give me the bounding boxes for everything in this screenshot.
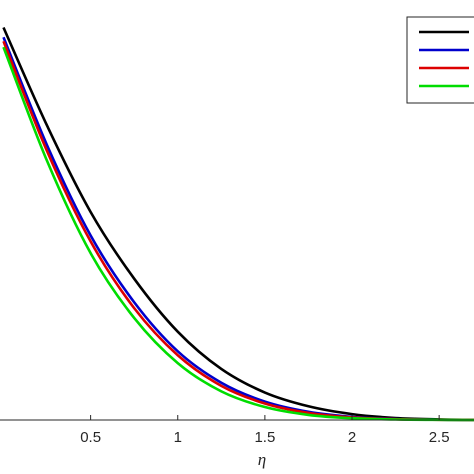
- x-tick-label: 2.5: [429, 429, 450, 446]
- series-line-4: [2, 46, 474, 422]
- x-tick-label: 1: [174, 429, 182, 446]
- series-layer: [2, 26, 474, 422]
- x-tick-label: 2: [348, 429, 356, 446]
- axes-layer: 0.5 1 1.5 2 2.5: [0, 415, 474, 446]
- legend: [406, 16, 474, 104]
- x-tick-label: 1.5: [254, 429, 275, 446]
- plot-area: [0, 0, 474, 420]
- plot-background: [0, 0, 474, 420]
- x-tick-label: 0.5: [80, 429, 101, 446]
- x-axis-label: η: [258, 450, 266, 469]
- legend-box: [406, 16, 474, 104]
